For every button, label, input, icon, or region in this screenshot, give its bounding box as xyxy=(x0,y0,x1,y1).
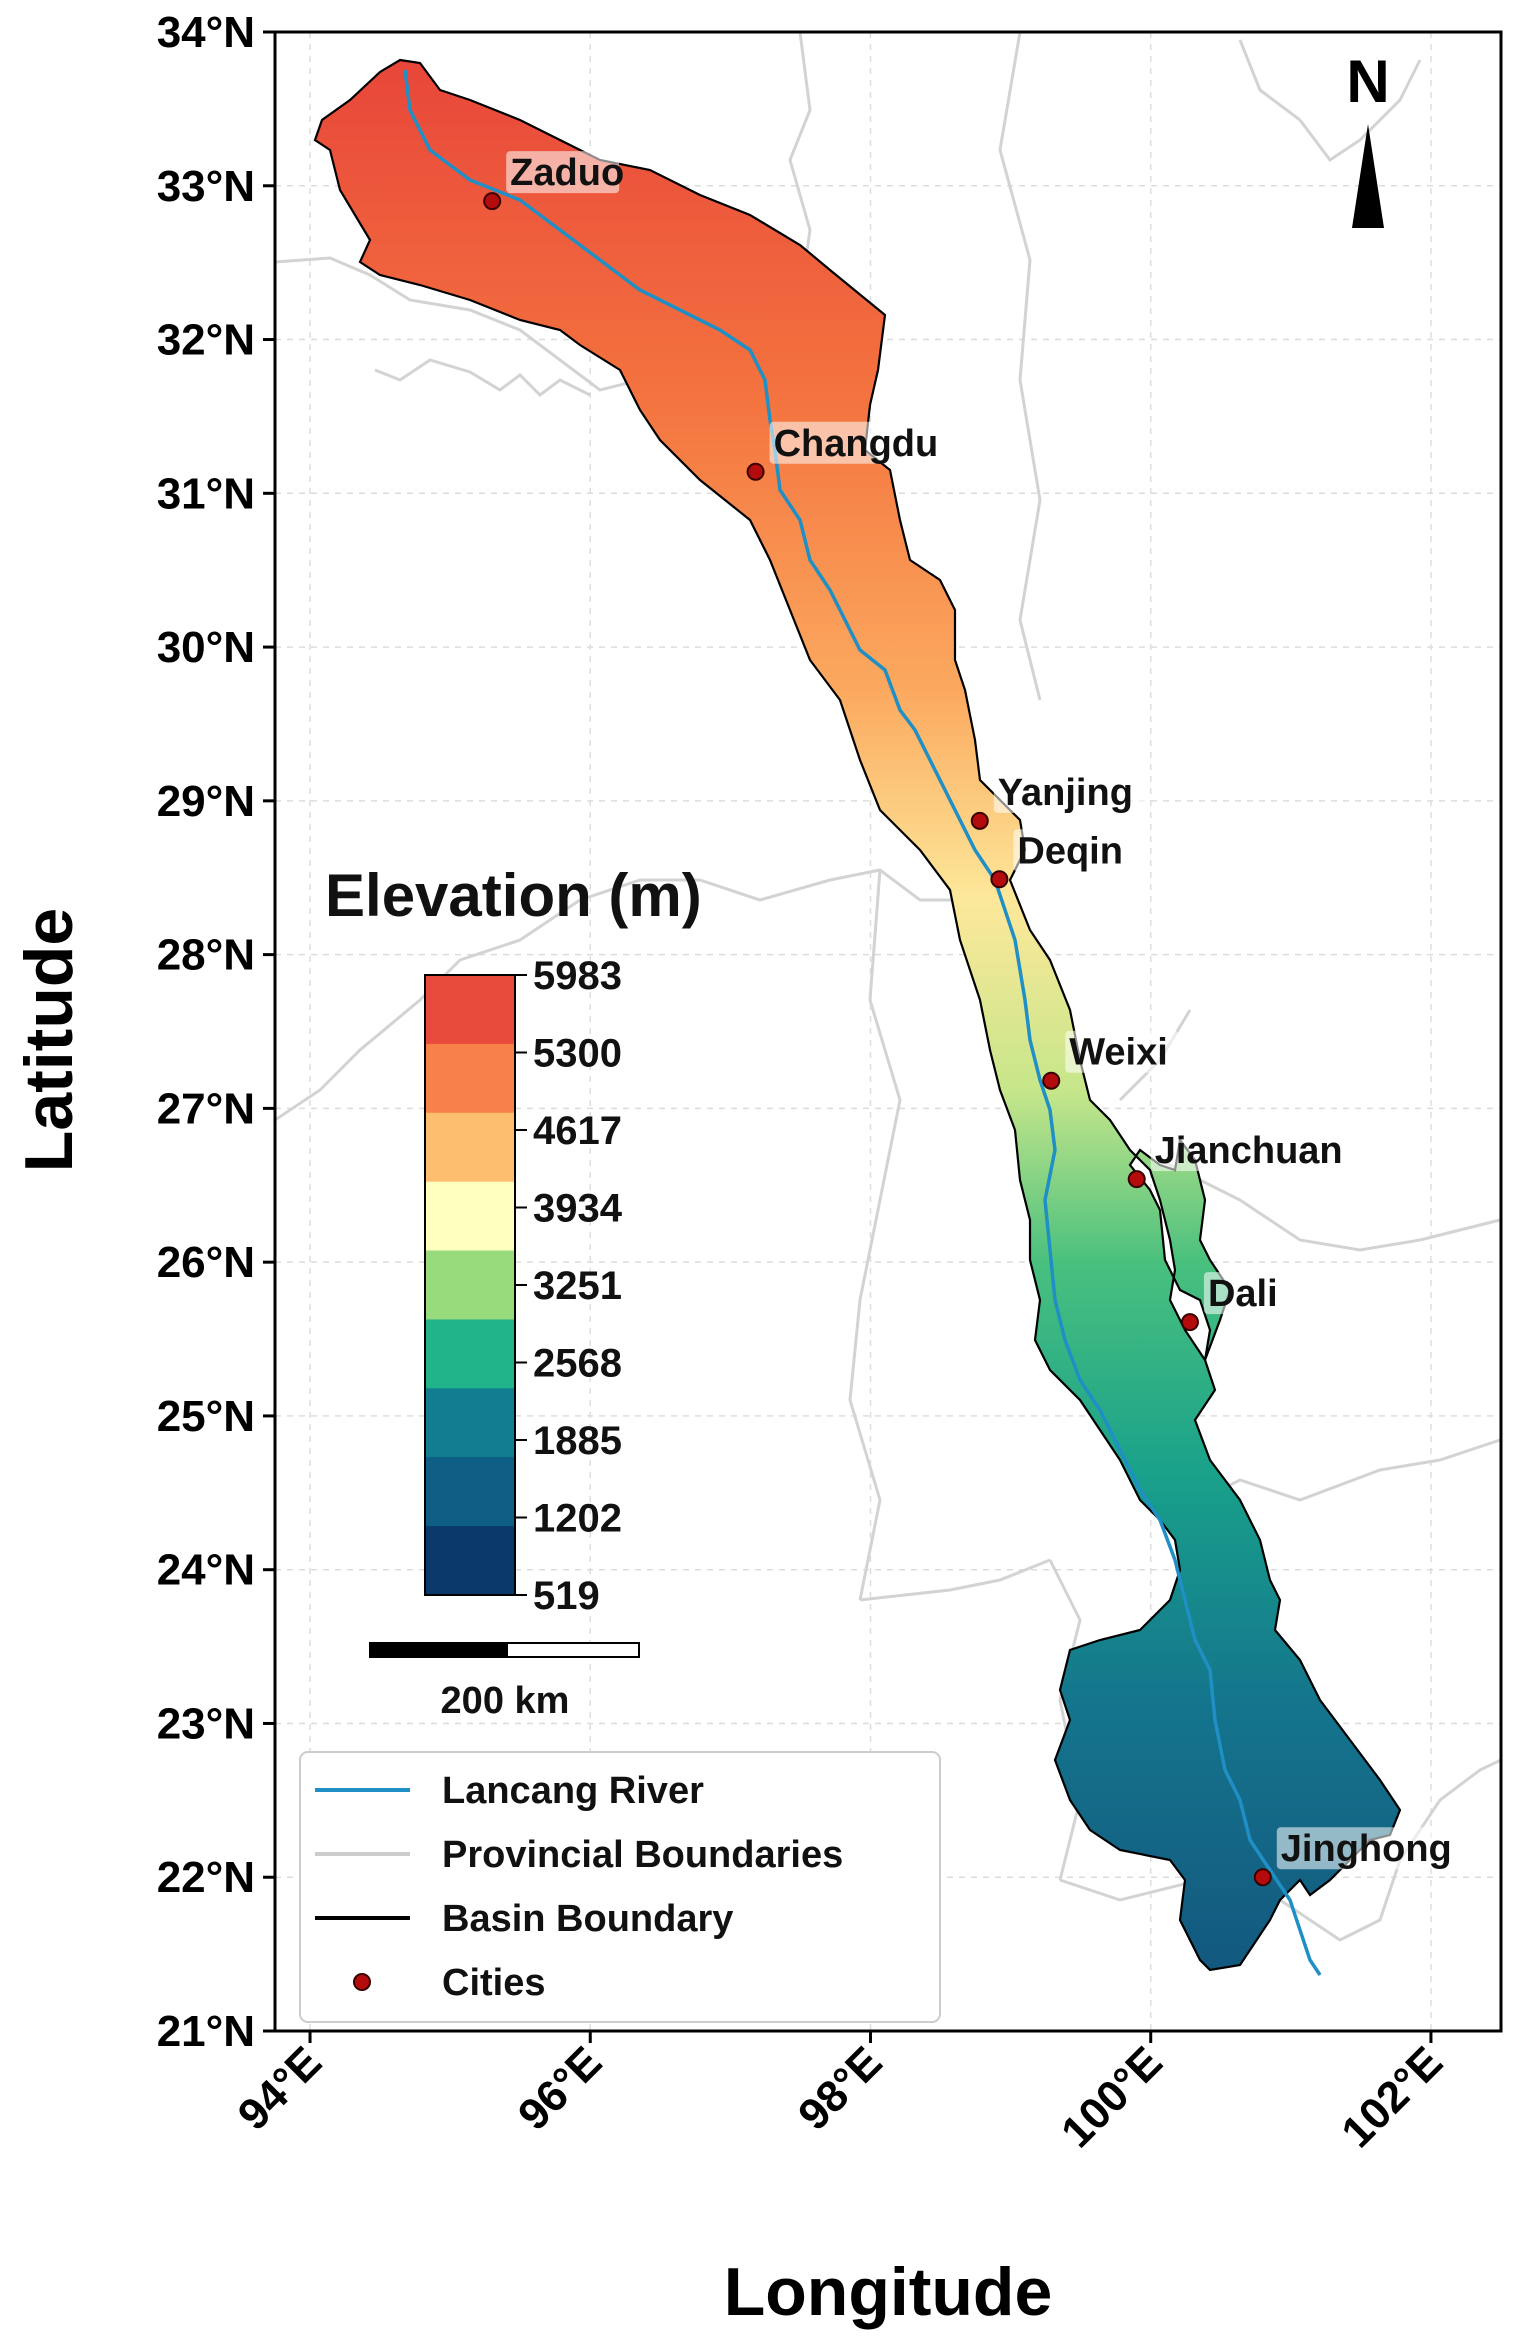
city-label-bg xyxy=(1276,1827,1453,1870)
city-label-bg xyxy=(993,770,1149,813)
colorbar-tick-label: 5300 xyxy=(533,1032,622,1076)
colorbar-block xyxy=(425,1181,515,1252)
city-marker xyxy=(1127,1170,1146,1189)
y-tick-label: 31°N xyxy=(157,469,255,518)
y-tick-label: 28°N xyxy=(157,931,255,980)
city-label: Yanjing xyxy=(998,772,1133,814)
colorbar-block xyxy=(425,1043,515,1114)
city-label: Zaduo xyxy=(510,152,624,194)
x-tick-label: 96°E xyxy=(509,2037,611,2139)
city-marker xyxy=(970,811,989,830)
city-label: Changdu xyxy=(774,423,939,465)
y-axis-ticks: 21°N 22°N 23°N 24°N 25°N 26°N 27°N 28°N 29°N 30°N… xyxy=(157,8,275,2056)
colorbar-tick-label: 4617 xyxy=(533,1109,622,1153)
x-axis-ticks: 94°E 96°E 98°E 100°E 102°E xyxy=(229,2031,1452,2157)
y-tick-label: 29°N xyxy=(157,777,255,826)
plot-frame xyxy=(273,30,1503,2033)
y-tick-label: 30°N xyxy=(157,623,255,672)
city-label-bg xyxy=(1013,829,1127,872)
y-tick-label: 22°N xyxy=(157,1853,255,1902)
city-label: Jinghong xyxy=(1281,1828,1452,1870)
colorbar-block xyxy=(425,1319,515,1389)
y-tick-label: 21°N xyxy=(157,2007,255,2056)
colorbar-title: Elevation (m) xyxy=(325,862,702,929)
scale-bar: 200 km xyxy=(369,1642,640,1722)
colorbar-tick-label: 519 xyxy=(533,1574,600,1618)
y-tick-label: 27°N xyxy=(157,1084,255,1133)
legend-label: Cities xyxy=(442,1962,545,2004)
colorbar-block xyxy=(425,1112,515,1183)
x-tick-label: 102°E xyxy=(1332,2037,1452,2157)
city-marker xyxy=(990,870,1009,889)
colorbar-block xyxy=(425,975,515,1045)
legend-label: Basin Boundary xyxy=(442,1898,733,1940)
colorbar-tick-label: 3934 xyxy=(533,1187,623,1231)
colorbar-block xyxy=(425,1250,515,1320)
colorbar-block xyxy=(425,1526,515,1596)
map-legend: Lancang River Provincial Boundaries Basin … xyxy=(299,1751,941,2023)
colorbar-tick-label: 1885 xyxy=(533,1419,622,1463)
city-label: Deqin xyxy=(1017,830,1123,872)
y-tick-label: 32°N xyxy=(157,316,255,365)
x-axis-title: Longitude xyxy=(724,2254,1053,2330)
city-markers: Zaduo Changdu Yanjing Deqin Weixi Jianchuan Da… xyxy=(483,151,1453,1887)
north-arrow: N xyxy=(1346,48,1390,228)
legend-label: Lancang River xyxy=(442,1770,704,1812)
y-tick-label: 25°N xyxy=(157,1392,255,1441)
north-arrow-icon xyxy=(1352,124,1384,228)
city-marker xyxy=(1180,1313,1199,1332)
city-marker xyxy=(746,462,765,481)
y-tick-label: 26°N xyxy=(157,1238,255,1287)
city-label: Weixi xyxy=(1069,1032,1168,1074)
city-marker xyxy=(483,192,502,211)
colorbar-tick-label: 2568 xyxy=(533,1342,622,1386)
colorbar-tick-label: 1202 xyxy=(533,1497,622,1541)
city-label: Jianchuan xyxy=(1155,1130,1343,1172)
elevation-colorbar: Elevation (m) 5983 5300 4617 3934 3251 2568 18… xyxy=(325,862,702,1618)
city-label-bg xyxy=(1203,1272,1296,1315)
city-label-bg xyxy=(769,421,925,464)
y-tick-label: 33°N xyxy=(157,162,255,211)
city-label-bg xyxy=(1065,1030,1179,1073)
city-marker xyxy=(1253,1868,1272,1887)
colorbar-tick-label: 3251 xyxy=(533,1264,622,1308)
north-label: N xyxy=(1346,48,1389,115)
city-marker xyxy=(1042,1071,1061,1090)
lancang-river xyxy=(403,69,1322,1976)
city-label: Dali xyxy=(1208,1273,1278,1315)
y-tick-label: 24°N xyxy=(157,1546,255,1595)
colorbar-block xyxy=(425,1457,515,1527)
city-label-bg xyxy=(506,151,620,194)
colorbar-block xyxy=(425,1388,515,1458)
y-tick-label: 23°N xyxy=(157,1699,255,1748)
legend-swatch xyxy=(353,1973,371,1991)
scale-bar-label: 200 km xyxy=(441,1680,570,1722)
city-label-bg xyxy=(1150,1129,1348,1172)
colorbar-tick-label: 5983 xyxy=(533,954,622,998)
provincial-boundaries xyxy=(275,32,1501,1942)
x-tick-label: 100°E xyxy=(1052,2037,1172,2157)
y-axis-title: Latitude xyxy=(11,908,87,1172)
legend-label: Provincial Boundaries xyxy=(442,1834,843,1876)
x-tick-label: 98°E xyxy=(789,2037,891,2139)
y-tick-label: 34°N xyxy=(157,8,255,57)
